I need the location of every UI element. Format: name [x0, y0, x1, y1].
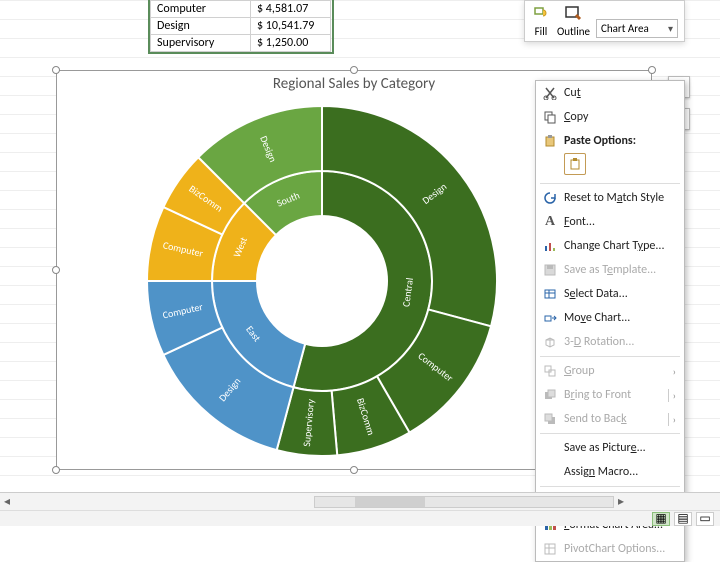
- resize-handle[interactable]: [52, 466, 60, 474]
- save-icon: [542, 262, 558, 278]
- menu-item: Save as Template...: [536, 258, 684, 282]
- menu-item-label: Copy: [564, 110, 676, 124]
- menu-item-label: Save as Picture...: [564, 441, 676, 455]
- charttype-icon: [542, 238, 558, 254]
- resize-handle[interactable]: [648, 66, 656, 74]
- menu-item-label: Change Chart Type...: [564, 239, 676, 253]
- menu-item-label: Bring to Front: [564, 388, 662, 402]
- menu-item[interactable]: Select Data...: [536, 282, 684, 306]
- resize-handle[interactable]: [350, 66, 358, 74]
- chart-area-selector-value: Chart Area: [601, 22, 649, 35]
- menu-item-label: Reset to Match Style: [564, 191, 676, 205]
- view-normal-button[interactable]: ▦: [652, 512, 670, 526]
- menu-item: Send to Back›: [536, 407, 684, 431]
- menu-item[interactable]: Copy: [536, 105, 684, 129]
- copy-icon: [542, 109, 558, 125]
- menu-item[interactable]: Assign Macro...: [536, 460, 684, 484]
- mini-format-toolbar: Fill Outline Chart Area: [524, 0, 685, 42]
- horizontal-scrollbar[interactable]: ◂ ▸: [0, 492, 720, 510]
- menu-item-label: Send to Back: [564, 412, 662, 426]
- menu-item[interactable]: Cut: [536, 81, 684, 105]
- resize-handle[interactable]: [52, 266, 60, 274]
- 3d-icon: [542, 334, 558, 350]
- menu-item[interactable]: Paste Options:: [536, 129, 684, 153]
- menu-item[interactable]: Reset to Match Style: [536, 186, 684, 210]
- resize-handle[interactable]: [52, 66, 60, 74]
- menu-item-label: 3-D Rotation...: [564, 335, 676, 349]
- reset-icon: [542, 190, 558, 206]
- paste-icon: [542, 133, 558, 149]
- fill-button[interactable]: Fill: [531, 4, 551, 38]
- cut-icon: [542, 85, 558, 101]
- menu-item: Group›: [536, 359, 684, 383]
- menu-item-label: Cut: [564, 86, 676, 100]
- outline-label: Outline: [557, 25, 590, 38]
- menu-item[interactable]: Move Chart...: [536, 306, 684, 330]
- sunburst-chart[interactable]: CentralDesignComputerBizCommSupervisoryE…: [142, 101, 502, 461]
- menu-item-label: Move Chart...: [564, 311, 676, 325]
- group-icon: [542, 363, 558, 379]
- front-icon: [542, 387, 558, 403]
- context-menu: Cut Copy Paste Options: Reset to Match Styl…: [535, 80, 685, 562]
- menu-item: Bring to Front›: [536, 383, 684, 407]
- table-row: Design$ 10,541.79: [151, 18, 331, 35]
- menu-item: PivotChart Options...: [536, 537, 684, 561]
- scroll-right-arrow[interactable]: ▸: [614, 495, 628, 509]
- menu-item-label: Font...: [564, 215, 676, 229]
- view-layout-button[interactable]: ▤: [674, 512, 692, 526]
- table-row: Computer$ 4,581.07: [151, 1, 331, 18]
- data-preview-table: Computer$ 4,581.07Design$ 10,541.79Super…: [150, 0, 331, 52]
- menu-item[interactable]: A Font...: [536, 210, 684, 234]
- menu-item[interactable]: Save as Picture...: [536, 436, 684, 460]
- menu-item-label: Group: [564, 364, 667, 378]
- menu-item-label: PivotChart Options...: [564, 542, 676, 556]
- scroll-left-arrow[interactable]: ◂: [0, 495, 14, 509]
- view-break-button[interactable]: ▭: [696, 512, 714, 526]
- status-bar: ▦ ▤ ▭: [0, 510, 720, 526]
- table-row: Supervisory$ 1,250.00: [151, 35, 331, 52]
- scroll-track[interactable]: [314, 496, 614, 508]
- blank-icon: [542, 440, 558, 456]
- menu-item-label: Assign Macro...: [564, 465, 676, 479]
- menu-item-label: Save as Template...: [564, 263, 676, 277]
- back-icon: [542, 411, 558, 427]
- scroll-thumb[interactable]: [355, 497, 425, 507]
- menu-item-label: Select Data...: [564, 287, 676, 301]
- pivot-icon: [542, 541, 558, 557]
- resize-handle[interactable]: [350, 466, 358, 474]
- fill-label: Fill: [535, 25, 548, 38]
- menu-item-label: Paste Options:: [564, 134, 676, 148]
- chart-area-selector[interactable]: Chart Area: [596, 19, 678, 38]
- font-icon: A: [542, 214, 558, 230]
- menu-item[interactable]: Change Chart Type...: [536, 234, 684, 258]
- move-icon: [542, 310, 558, 326]
- blank-icon: [542, 464, 558, 480]
- menu-item: 3-D Rotation...: [536, 330, 684, 354]
- data-icon: [542, 286, 558, 302]
- outline-button[interactable]: Outline: [557, 4, 590, 38]
- paste-option[interactable]: [536, 153, 684, 181]
